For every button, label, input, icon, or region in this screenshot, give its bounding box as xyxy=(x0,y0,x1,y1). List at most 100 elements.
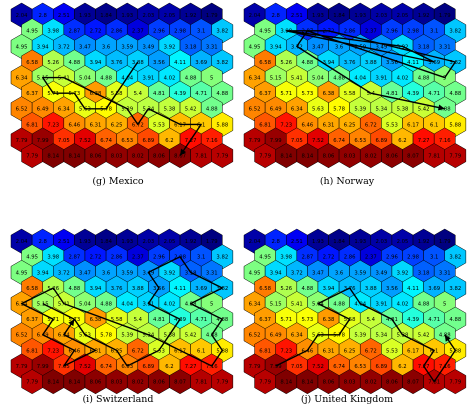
cell-value-label: 2.03 xyxy=(375,13,387,19)
cell-value-label: 4.02 xyxy=(164,76,176,82)
cell-value-label: 8.14 xyxy=(47,380,59,386)
cell-value-label: 2.98 xyxy=(174,29,186,35)
cell-value-label: 3.76 xyxy=(111,60,123,66)
cell-value-label: 6.74 xyxy=(333,364,345,370)
cell-value-label: 7.79 xyxy=(259,154,271,160)
cell-value-label: 3.49 xyxy=(375,270,387,276)
cell-value-label: 3.56 xyxy=(153,286,165,292)
cell-value-label: 5.63 xyxy=(312,107,324,113)
cell-value-label: 3.94 xyxy=(323,60,335,66)
cell-value-label: 2.96 xyxy=(386,255,398,261)
cell-value-label: 2.05 xyxy=(397,239,409,245)
cell-value-label: 6.2 xyxy=(165,364,173,370)
cell-value-label: 6.1 xyxy=(430,122,438,128)
cell-value-label: 1.84 xyxy=(333,13,345,19)
cell-value-label: 3.47 xyxy=(79,44,91,50)
cell-value-label: 5.73 xyxy=(301,317,313,323)
cell-value-label: 3.72 xyxy=(291,44,303,50)
cell-value-label: 4.88 xyxy=(449,317,461,323)
cell-value-label: 3.49 xyxy=(142,44,154,50)
cell-value-label: 6.46 xyxy=(301,122,313,128)
cell-value-label: 6.52 xyxy=(16,107,28,113)
cell-value-label: 6.2 xyxy=(398,364,406,370)
cell-value-label: 7.23 xyxy=(47,348,59,354)
cell-value-label: 8.06 xyxy=(323,380,335,386)
cell-value-label: 7.79 xyxy=(249,138,261,144)
cell-value-label: 6.31 xyxy=(90,348,102,354)
cell-value-label: 7.99 xyxy=(37,364,49,370)
cell-value-label: 5 xyxy=(443,76,446,82)
cell-value-label: 7.81 xyxy=(195,380,207,386)
cell-value-label: 3.92 xyxy=(164,270,176,276)
cell-value-label: 3.82 xyxy=(449,255,461,261)
cell-value-label: 6.89 xyxy=(142,138,154,144)
cell-value-label: 6.34 xyxy=(249,76,261,82)
cell-value-label: 3.76 xyxy=(111,286,123,292)
som-panel: 2.04 2.8 2.51 1.93 1.84 1.93 2.03 2.05 1.92 1.79 4… xyxy=(10,228,234,405)
cell-value-label: 5.4 xyxy=(367,91,376,97)
cell-value-label: 3.59 xyxy=(121,44,133,50)
cell-value-label: 5.34 xyxy=(375,107,387,113)
cell-value-label: 2.86 xyxy=(111,29,123,35)
cell-value-label: 8.14 xyxy=(280,380,292,386)
cell-value-label: 2.96 xyxy=(386,29,398,35)
cell-value-label: 3.1 xyxy=(197,29,205,35)
cell-value-label: 3.72 xyxy=(291,270,303,276)
cell-value-label: 6.46 xyxy=(301,348,313,354)
cell-value-label: 3.31 xyxy=(439,44,451,50)
cell-value-label: 6.31 xyxy=(323,348,335,354)
cell-value-label: 6.53 xyxy=(354,364,366,370)
cell-value-label: 1.84 xyxy=(333,239,345,245)
cell-value-label: 7.05 xyxy=(291,364,303,370)
cell-value-label: 5.78 xyxy=(100,107,112,113)
cell-value-label: 2.8 xyxy=(38,13,47,19)
cell-value-label: 4.81 xyxy=(386,91,398,97)
cell-value-label: 8.06 xyxy=(153,154,165,160)
cell-value-label: 8.06 xyxy=(386,380,398,386)
cell-value-label: 6.38 xyxy=(323,91,335,97)
cell-value-label: 3.1 xyxy=(430,255,438,261)
cell-value-label: 3.18 xyxy=(418,44,430,50)
cell-value-label: 1.92 xyxy=(185,13,197,19)
cell-value-label: 8.07 xyxy=(174,380,186,386)
cell-value-label: 5.63 xyxy=(79,333,91,339)
cell-value-label: 3.49 xyxy=(375,44,387,50)
cell-value-label: 6.17 xyxy=(174,348,186,354)
cell-value-label: 6.46 xyxy=(68,348,80,354)
cell-value-label: 3.98 xyxy=(280,29,292,35)
cell-value-label: 5.63 xyxy=(79,107,91,113)
cell-value-label: 4.71 xyxy=(195,317,207,323)
cell-value-label: 5.58 xyxy=(111,317,123,323)
cell-value-label: 4.02 xyxy=(164,302,176,308)
cell-value-label: 5.41 xyxy=(291,302,303,308)
cell-value-label: 6.53 xyxy=(354,138,366,144)
cell-value-label: 4.88 xyxy=(418,302,430,308)
hex-cell xyxy=(211,143,234,169)
cell-value-label: 5.15 xyxy=(270,302,282,308)
cell-value-label: 3.98 xyxy=(47,255,59,261)
som-panel: 2.04 2.8 2.51 1.93 1.84 1.93 2.03 2.05 1.92 1.79 4… xyxy=(243,2,467,187)
cell-value-label: 7.79 xyxy=(249,364,261,370)
cell-value-label: 5.53 xyxy=(386,122,398,128)
cell-value-label: 1.92 xyxy=(185,239,197,245)
cell-value-label: 4.88 xyxy=(68,286,80,292)
cell-value-label: 5 xyxy=(210,302,213,308)
cell-value-label: 2.37 xyxy=(132,29,144,35)
cell-value-label: 7.16 xyxy=(206,138,218,144)
cell-value-label: 6.72 xyxy=(132,348,144,354)
cell-value-label: 7.05 xyxy=(291,138,303,144)
cell-value-label: 3.56 xyxy=(386,60,398,66)
cell-value-label: 6.37 xyxy=(259,317,271,323)
cell-value-label: 4.04 xyxy=(121,76,133,82)
cell-value-label: 8.02 xyxy=(132,154,144,160)
cell-value-label: 8.14 xyxy=(68,380,80,386)
cell-value-label: 7.23 xyxy=(280,348,292,354)
cell-value-label: 4.39 xyxy=(407,91,419,97)
cell-value-label: 4.95 xyxy=(16,270,28,276)
cell-value-label: 1.93 xyxy=(354,13,366,19)
cell-value-label: 5.53 xyxy=(386,348,398,354)
cell-value-label: 6.72 xyxy=(365,348,377,354)
cell-value-label: 2.87 xyxy=(301,255,313,261)
cell-value-label: 4.95 xyxy=(249,44,261,50)
cell-value-label: 5.88 xyxy=(216,122,228,128)
